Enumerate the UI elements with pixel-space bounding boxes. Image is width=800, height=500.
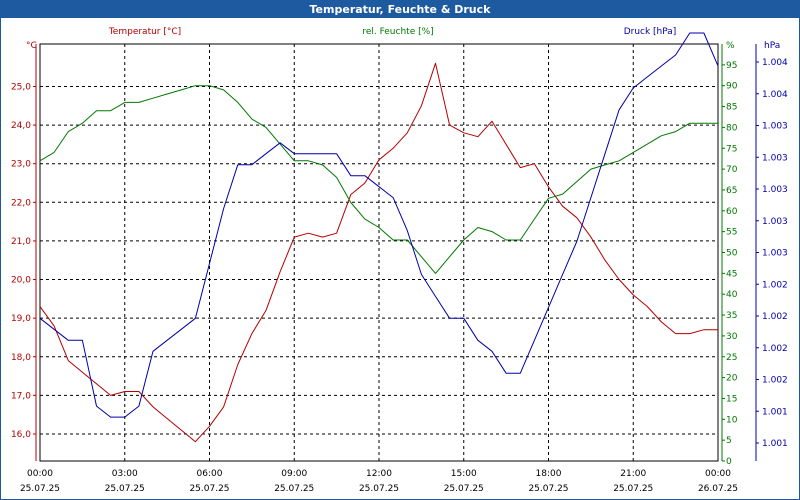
hum-tick-label: 35 — [726, 311, 737, 321]
hum-tick-label: 85 — [726, 103, 737, 113]
chart-title: Temperatur, Feuchte & Druck — [1, 1, 799, 18]
press-tick-label: 1.003 — [762, 153, 788, 163]
temp-tick-label: 23,0 — [11, 160, 31, 170]
press-tick-label: 1.003 — [762, 249, 788, 259]
x-tick-time: 06:00 — [197, 469, 223, 479]
x-tick-date: 25.07.25 — [105, 484, 145, 494]
press-tick-label: 1.003 — [762, 122, 788, 132]
temp-series-line — [39, 62, 718, 443]
hum-tick-label: 60 — [726, 207, 738, 217]
press-tick-label: 1.004 — [762, 58, 788, 68]
hum-tick-label: 30 — [726, 332, 738, 342]
time-axis: 00:00 25.07.25 03:00 25.07.25 06:00 25.07.25 0… — [20, 469, 738, 494]
press-axis-title: Druck [hPa] — [624, 27, 677, 37]
temp-tick-label: 17,0 — [11, 391, 31, 401]
axis-titles: Temperatur [°C] rel. Feuchte [%] Druck [hP… — [108, 27, 676, 37]
temp-tick-label: 20,0 — [11, 276, 31, 286]
x-tick-time: 18:00 — [536, 469, 562, 479]
x-tick-date: 25.07.25 — [359, 484, 399, 494]
hum-tick-label: 65 — [726, 186, 737, 196]
hum-tick-label: 55 — [726, 228, 737, 238]
temp-tick-label: 25,0 — [11, 82, 31, 92]
press-tick-label: 1.002 — [762, 280, 788, 290]
temp-tick-label: 16,0 — [11, 430, 31, 440]
hum-tick-label: 80 — [726, 123, 738, 133]
x-tick-time: 03:00 — [112, 469, 138, 479]
hum-tick-label: 20 — [726, 374, 738, 384]
x-tick-date: 25.07.25 — [274, 484, 314, 494]
press-tick-label: 1.002 — [762, 344, 788, 354]
temp-tick-label: 18,0 — [11, 353, 31, 363]
hum-tick-label: 70 — [726, 165, 738, 175]
series-lines — [39, 32, 719, 443]
temp-tick-label: 24,0 — [11, 121, 31, 131]
hum-tick-label: 40 — [726, 290, 738, 300]
hum-tick-label: 95 — [726, 61, 737, 71]
x-tick-date: 25.07.25 — [189, 484, 229, 494]
x-tick-time: 00:00 — [705, 469, 731, 479]
hum-tick-label: 90 — [726, 82, 738, 92]
x-tick-time: 00:00 — [27, 469, 53, 479]
temp-unit-label: °C — [26, 41, 37, 51]
hum-tick-label: 45 — [726, 269, 737, 279]
press-tick-label: 1.002 — [762, 376, 788, 386]
temp-tick-label: 19,0 — [11, 314, 31, 324]
plot-area-border — [39, 43, 719, 462]
hum-tick-label: 5 — [726, 436, 732, 446]
temp-tick-label: 22,0 — [11, 198, 31, 208]
press-tick-label: 1.004 — [762, 90, 788, 100]
humidity-axis: 0 5 10 15 20 25 30 35 40 45 50 55 60 65 70 75 80 85 90 95% — [721, 41, 738, 467]
press-tick-label: 1.003 — [762, 217, 788, 227]
hum-tick-label: 10 — [726, 415, 738, 425]
x-tick-time: 12:00 — [366, 469, 392, 479]
x-tick-date: 25.07.25 — [528, 484, 568, 494]
temp-axis-title: Temperatur [°C] — [108, 27, 181, 37]
hum-series-line — [39, 85, 718, 274]
temp-tick-label: 21,0 — [11, 237, 31, 247]
press-tick-label: 1.001 — [762, 439, 788, 449]
grid-lines — [40, 44, 718, 461]
hum-axis-title: rel. Feuchte [%] — [362, 27, 433, 37]
hum-tick-label: 75 — [726, 144, 737, 154]
press-series-line — [39, 32, 719, 418]
x-tick-date: 25.07.25 — [20, 484, 60, 494]
press-tick-label: 1.003 — [762, 185, 788, 195]
x-tick-time: 15:00 — [451, 469, 477, 479]
x-tick-time: 09:00 — [281, 469, 307, 479]
hum-tick-label: 50 — [726, 249, 738, 259]
x-tick-date: 26.07.25 — [698, 484, 738, 494]
pressure-axis: 1.001 1.001 1.002 1.002 1.002 1.002 1.003 1.003… — [755, 41, 788, 461]
press-tick-label: 1.001 — [762, 407, 788, 417]
hum-unit-label: % — [726, 41, 735, 51]
x-tick-date: 25.07.25 — [613, 484, 653, 494]
press-tick-label: 1.002 — [762, 312, 788, 322]
hum-tick-label: 0 — [726, 457, 732, 467]
x-tick-date: 25.07.25 — [444, 484, 484, 494]
hum-tick-label: 25 — [726, 353, 737, 363]
x-tick-time: 21:00 — [620, 469, 646, 479]
temperature-axis: 16,0 17,0 18,0 19,0 20,0 21,0 22,0 23,0 24,0 25,0… — [11, 41, 37, 461]
hum-tick-label: 15 — [726, 394, 737, 404]
press-unit-label: hPa — [764, 41, 780, 51]
